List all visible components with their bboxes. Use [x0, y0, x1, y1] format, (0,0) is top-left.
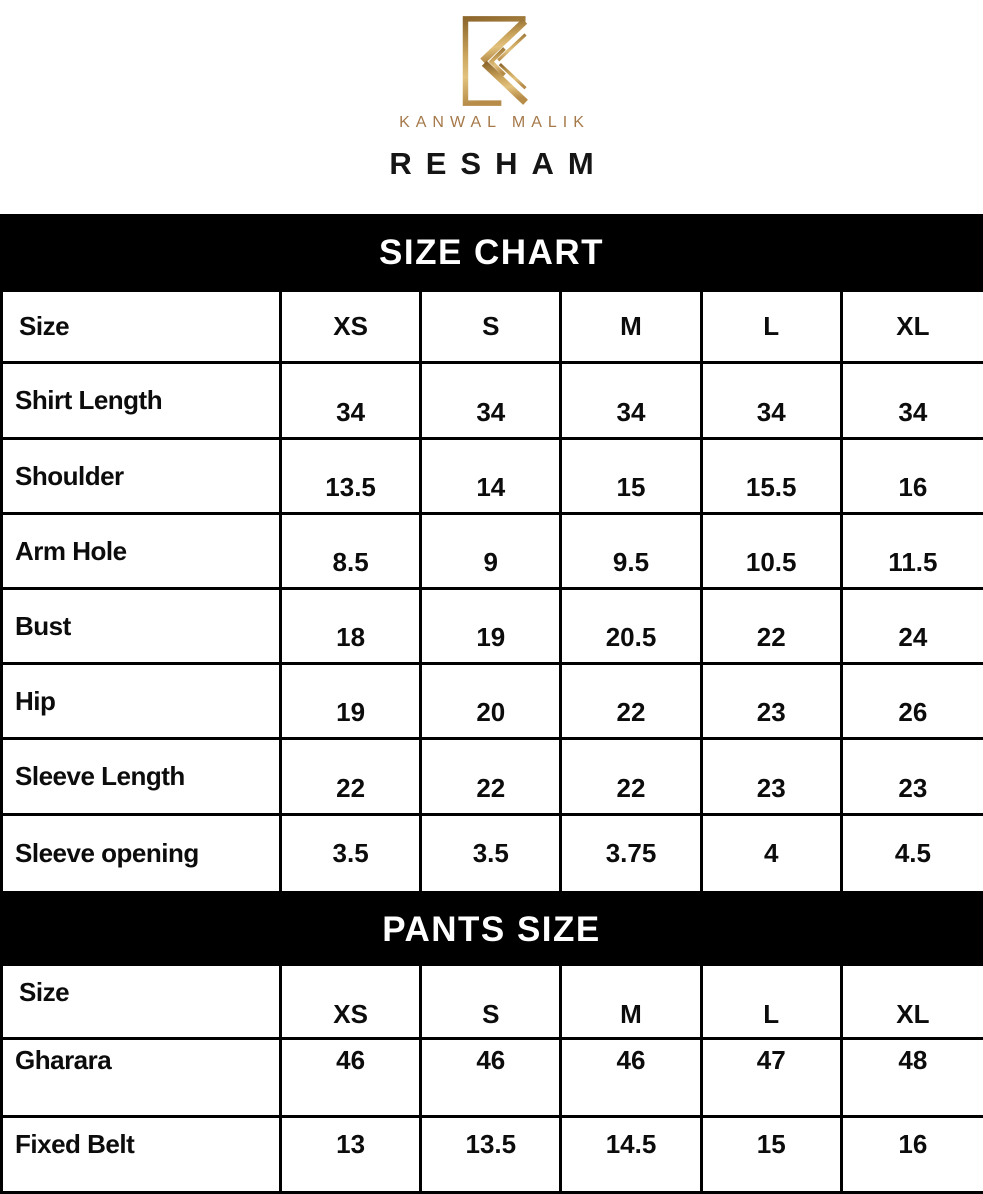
measurement-value: 20.5 [562, 590, 703, 662]
measurement-value: 4.5 [894, 838, 931, 868]
measurement-value: 34 [422, 364, 563, 437]
measurement-value: 16 [898, 472, 928, 502]
measurement-row: Bust 18 19 20.5 22 24 [3, 590, 983, 665]
size-column-header: XL [896, 311, 930, 341]
measurement-value: 15.5 [703, 440, 843, 512]
size-column-header: L [703, 966, 843, 1037]
measurement-value: 34 [562, 364, 703, 437]
size-column-header: M [562, 292, 703, 361]
measurement-row: Gharara 46 46 46 47 48 [3, 1040, 983, 1118]
measurement-label: Bust [3, 590, 282, 662]
kanwal-malik-monogram-icon [462, 16, 528, 106]
measurement-value: 23 [703, 740, 843, 813]
measurement-label: Gharara [3, 1040, 282, 1115]
size-header-label: Size [3, 292, 282, 361]
measurement-value: 3.75 [562, 816, 703, 891]
measurement-label: Sleeve Length [3, 740, 282, 813]
measurement-label: Sleeve opening [3, 816, 282, 891]
measurement-value: 34 [898, 397, 928, 427]
measurement-value: 15 [703, 1118, 843, 1191]
measurement-value: 14 [422, 440, 563, 512]
measurement-value: 22 [562, 665, 703, 737]
measurement-value: 13 [282, 1118, 423, 1191]
size-header-row: Size XS S M L XL [3, 966, 983, 1040]
measurement-value: 11.5 [888, 547, 938, 577]
measurement-value: 34 [703, 364, 843, 437]
measurement-value: 3.5 [282, 816, 423, 891]
measurement-value: 9.5 [562, 515, 703, 587]
measurement-label: Hip [3, 665, 282, 737]
measurement-label: Fixed Belt [3, 1118, 282, 1191]
size-chart-table: Size XS S M L XL Shirt Length 34 34 34 34 34 Shoulde… [0, 292, 983, 894]
measurement-value: 19 [422, 590, 563, 662]
measurement-value: 48 [898, 1045, 928, 1075]
measurement-value: 13.5 [422, 1118, 563, 1191]
measurement-value: 10.5 [703, 515, 843, 587]
measurement-value: 4 [703, 816, 843, 891]
measurement-value: 15 [562, 440, 703, 512]
measurement-row: Fixed Belt 13 13.5 14.5 15 16 [3, 1118, 983, 1194]
size-column-header: XS [282, 292, 423, 361]
size-header-label: Size [3, 966, 282, 1037]
size-column-header: S [422, 966, 563, 1037]
measurement-value: 16 [898, 1129, 928, 1159]
measurement-value: 24 [898, 622, 928, 652]
measurement-value: 22 [562, 740, 703, 813]
size-chart-banner-title: SIZE CHART [379, 233, 604, 272]
size-column-header: XS [282, 966, 423, 1037]
measurement-value: 14.5 [562, 1118, 703, 1191]
product-name: RESHAM [389, 146, 608, 181]
measurement-value: 18 [282, 590, 423, 662]
measurement-value: 46 [422, 1040, 563, 1115]
measurement-row: Shoulder 13.5 14 15 15.5 16 [3, 440, 983, 515]
measurement-value: 22 [282, 740, 423, 813]
measurement-row: Sleeve Length 22 22 22 23 23 [3, 740, 983, 816]
brand-name: KANWAL MALIK [399, 114, 590, 131]
measurement-row: Shirt Length 34 34 34 34 34 [3, 364, 983, 440]
measurement-value: 22 [422, 740, 563, 813]
size-column-header: S [422, 292, 563, 361]
measurement-value: 23 [898, 773, 928, 803]
measurement-value: 23 [703, 665, 843, 737]
measurement-value: 8.5 [282, 515, 423, 587]
measurement-row: Sleeve opening 3.5 3.5 3.75 4 4.5 [3, 816, 983, 894]
pants-size-table: Size XS S M L XL Gharara 46 46 46 47 48 Fixed Belt 13… [0, 966, 983, 1194]
measurement-value: 13.5 [282, 440, 423, 512]
measurement-value: 9 [422, 515, 563, 587]
measurement-value: 46 [562, 1040, 703, 1115]
measurement-value: 46 [282, 1040, 423, 1115]
measurement-value: 26 [898, 697, 928, 727]
measurement-value: 19 [282, 665, 423, 737]
size-column-header: M [562, 966, 703, 1037]
measurement-label: Arm Hole [3, 515, 282, 587]
measurement-value: 34 [282, 364, 423, 437]
pants-size-banner: PANTS SIZE [0, 894, 983, 966]
measurement-row: Hip 19 20 22 23 26 [3, 665, 983, 740]
measurement-row: Arm Hole 8.5 9 9.5 10.5 11.5 [3, 515, 983, 590]
size-header-row: Size XS S M L XL [3, 292, 983, 364]
measurement-value: 20 [422, 665, 563, 737]
brand-header: KANWAL MALIK RESHAM [0, 0, 983, 214]
measurement-value: 47 [703, 1040, 843, 1115]
size-chart-banner: SIZE CHART [0, 214, 983, 292]
measurement-label: Shirt Length [3, 364, 282, 437]
measurement-value: 22 [703, 590, 843, 662]
size-column-header: XL [896, 999, 930, 1029]
pants-size-banner-title: PANTS SIZE [382, 910, 601, 949]
measurement-label: Shoulder [3, 440, 282, 512]
measurement-value: 3.5 [422, 816, 563, 891]
size-column-header: L [703, 292, 843, 361]
